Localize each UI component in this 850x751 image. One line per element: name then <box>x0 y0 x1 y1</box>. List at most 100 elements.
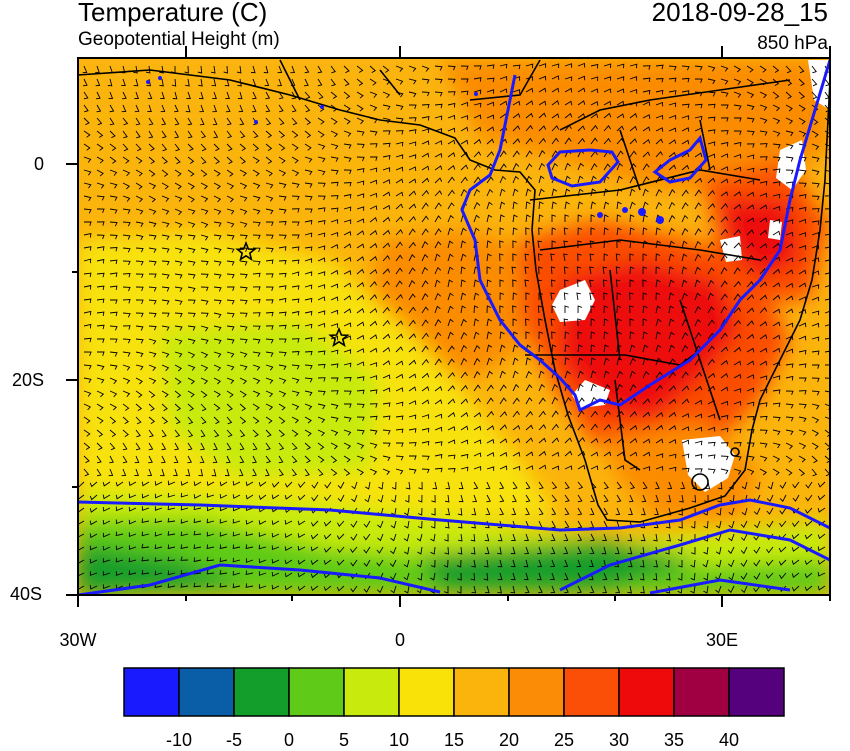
wind-barb <box>720 117 729 122</box>
wind-barb <box>614 572 620 581</box>
wind-barb <box>382 130 391 135</box>
wind-barb <box>167 518 176 523</box>
wind-barb <box>284 481 293 488</box>
wind-barb <box>603 201 610 210</box>
wind-barb <box>733 229 741 236</box>
wind-barb <box>616 481 623 490</box>
wind-barb <box>577 100 586 106</box>
wind-barb <box>720 468 729 475</box>
wind-barb <box>525 370 532 379</box>
wind-barb <box>668 411 677 418</box>
wind-barb <box>694 413 703 419</box>
wind-barb <box>200 221 209 228</box>
colorbar-box <box>673 667 730 717</box>
wind-barb <box>317 429 326 437</box>
wind-barb <box>733 267 741 275</box>
wind-barb <box>616 305 622 314</box>
wind-barb <box>785 363 794 368</box>
wind-barb <box>174 377 182 385</box>
wind-barb <box>304 403 313 410</box>
x-tick-30e: 30E <box>705 630 739 650</box>
wind-barb <box>486 331 493 340</box>
wind-barb <box>297 546 306 551</box>
wind-barb <box>421 240 429 249</box>
wind-barb <box>563 253 568 262</box>
wind-barb <box>408 166 417 172</box>
wind-barb <box>537 546 542 555</box>
wind-barb <box>291 234 300 239</box>
wind-barb <box>798 232 807 237</box>
wind-barb <box>330 429 339 436</box>
wind-barb <box>239 403 247 411</box>
wind-barb <box>525 137 533 145</box>
wind-barb <box>258 520 267 525</box>
wind-barb <box>187 234 196 240</box>
wind-barb <box>499 357 506 366</box>
wind-barb <box>642 253 648 262</box>
wind-barb <box>395 65 404 72</box>
wind-barb <box>83 416 91 424</box>
wind-barb <box>122 117 129 126</box>
wind-barb <box>577 253 582 262</box>
wind-barb <box>317 337 326 342</box>
wind-barb <box>564 481 570 490</box>
wind-barb <box>538 370 545 379</box>
wind-barb <box>213 260 222 266</box>
wind-barb <box>369 130 378 136</box>
wind-barb <box>486 410 494 418</box>
wind-barb <box>135 169 143 177</box>
wind-barb <box>226 169 234 177</box>
wind-barb <box>343 91 351 99</box>
wind-barb <box>772 375 781 380</box>
wind-barb <box>551 437 560 444</box>
wind-barb <box>430 585 436 594</box>
wind-barb <box>390 546 397 555</box>
wind-barb <box>473 371 481 379</box>
wind-barb <box>551 451 560 457</box>
wind-barb <box>629 397 637 405</box>
wind-barb <box>187 143 194 152</box>
wind-barb <box>564 331 570 340</box>
wind-barb <box>603 63 612 69</box>
wind-barb <box>382 167 391 172</box>
wind-barb <box>382 468 391 475</box>
wind-barb <box>174 338 183 345</box>
wind-barb <box>590 88 599 94</box>
wind-barb <box>460 305 466 314</box>
wind-barb <box>499 494 505 503</box>
wind-barb <box>310 559 319 565</box>
wind-barb <box>485 481 491 490</box>
wind-barb <box>691 547 696 555</box>
wind-barb <box>486 201 493 210</box>
wind-barb <box>109 104 115 113</box>
wind-barb <box>174 221 183 228</box>
wind-barb <box>629 125 638 132</box>
wind-barb <box>499 370 506 379</box>
colorbar-box <box>233 667 290 717</box>
wind-barb <box>369 294 378 301</box>
wind-barb <box>629 279 635 288</box>
wind-barb <box>717 481 723 490</box>
wind-barb <box>148 325 157 331</box>
wind-barb <box>694 468 703 473</box>
wind-barb <box>641 507 646 516</box>
wind-barb <box>779 494 787 502</box>
wind-barb <box>304 468 310 477</box>
wind-barb <box>564 188 571 197</box>
wind-barb <box>252 312 261 317</box>
wind-barb <box>278 208 287 214</box>
wind-barb <box>128 493 137 499</box>
wind-barb <box>421 202 429 210</box>
wind-barb <box>200 390 208 398</box>
wind-barb <box>89 545 98 551</box>
wind-barb <box>350 559 358 567</box>
wind-barb <box>232 518 241 524</box>
wind-barb <box>377 533 384 542</box>
wind-barb <box>224 468 230 477</box>
wind-barb <box>96 143 104 151</box>
wind-barb <box>447 398 456 405</box>
wind-barb <box>107 78 113 87</box>
wind-barb <box>135 273 144 279</box>
wind-barb <box>78 520 85 525</box>
wind-barb <box>766 546 774 554</box>
